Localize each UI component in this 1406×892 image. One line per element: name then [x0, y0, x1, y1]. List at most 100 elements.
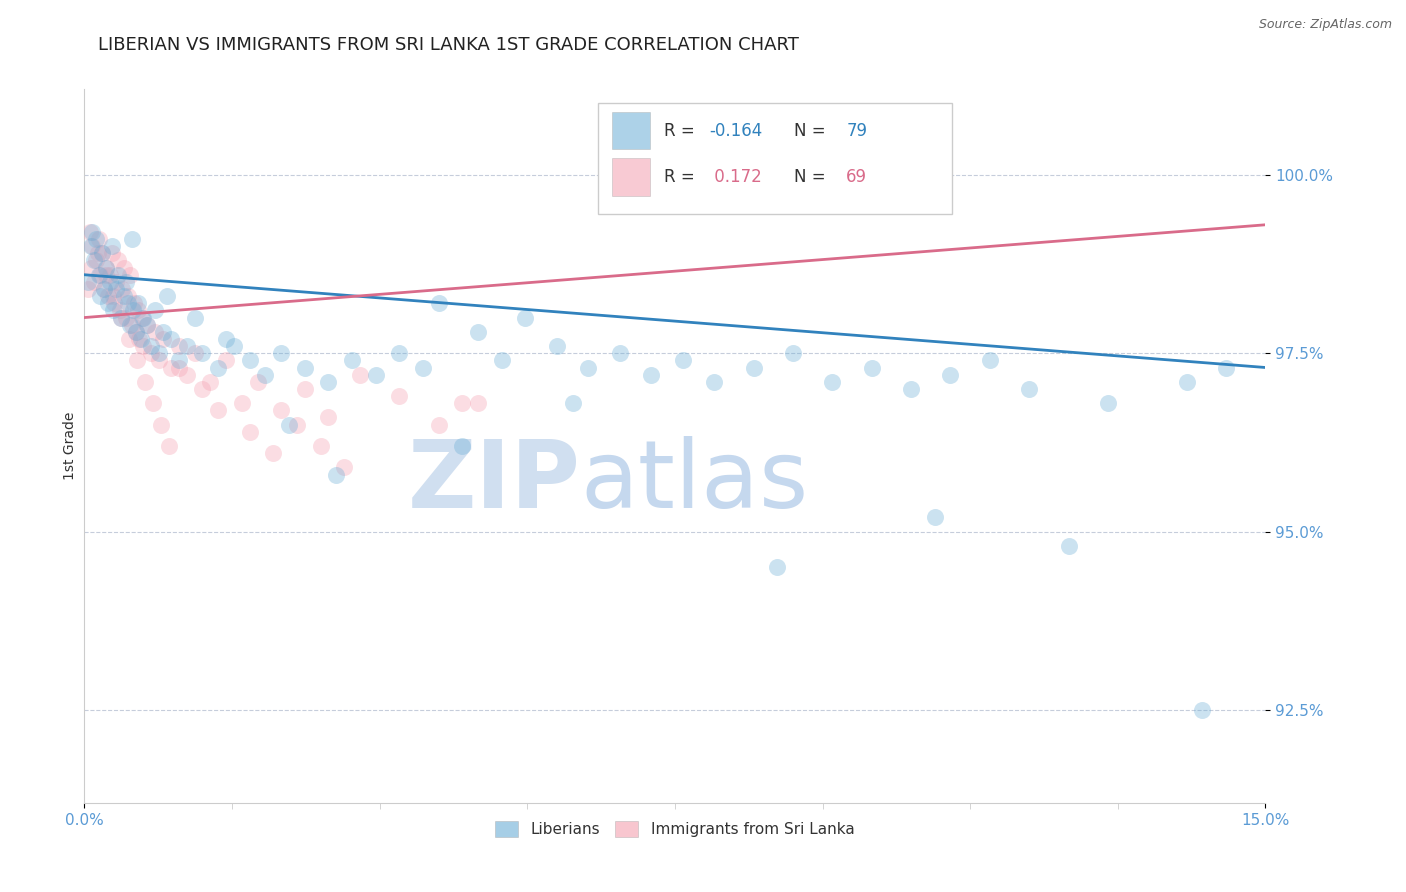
Point — [89, 268, 111, 282]
Point — [467, 396, 489, 410]
Point — [89, 289, 111, 303]
Point — [141, 339, 163, 353]
Point — [222, 339, 245, 353]
Point — [285, 417, 308, 432]
Point — [84, 253, 107, 268]
Point — [742, 360, 765, 375]
Point — [83, 275, 105, 289]
Point — [160, 332, 183, 346]
Point — [191, 382, 214, 396]
Point — [167, 339, 190, 353]
Point — [82, 225, 104, 239]
Text: -0.164: -0.164 — [709, 121, 762, 139]
Point — [1057, 539, 1080, 553]
Point — [278, 417, 301, 432]
Point — [364, 368, 387, 382]
Point — [104, 282, 127, 296]
Point — [148, 353, 170, 368]
Point — [136, 318, 159, 332]
Point — [270, 403, 292, 417]
FancyBboxPatch shape — [612, 112, 650, 149]
Point — [134, 375, 156, 389]
Text: 79: 79 — [846, 121, 868, 139]
Point — [183, 310, 205, 325]
Point — [200, 375, 222, 389]
Point — [127, 353, 149, 368]
Point — [136, 318, 159, 332]
Point — [82, 239, 104, 253]
Point — [215, 332, 238, 346]
Point — [110, 310, 132, 325]
Point — [546, 339, 568, 353]
Text: N =: N = — [794, 168, 831, 186]
Point — [270, 346, 292, 360]
Point — [318, 375, 340, 389]
Text: R =: R = — [664, 121, 700, 139]
Point — [609, 346, 631, 360]
Point — [167, 353, 190, 368]
Point — [325, 467, 347, 482]
Point — [427, 296, 450, 310]
Point — [388, 346, 411, 360]
Point — [79, 239, 101, 253]
Point — [672, 353, 695, 368]
Point — [148, 346, 170, 360]
Point — [143, 325, 166, 339]
Point — [122, 296, 145, 310]
Text: Source: ZipAtlas.com: Source: ZipAtlas.com — [1258, 18, 1392, 31]
Point — [207, 360, 229, 375]
Point — [107, 268, 129, 282]
FancyBboxPatch shape — [612, 159, 650, 195]
Point — [83, 253, 105, 268]
Point — [160, 360, 183, 375]
Point — [703, 375, 725, 389]
Point — [860, 360, 883, 375]
Point — [124, 325, 146, 339]
Point — [333, 460, 356, 475]
Point — [118, 268, 141, 282]
Point — [141, 346, 163, 360]
Point — [451, 396, 474, 410]
Point — [115, 275, 138, 289]
Point — [576, 360, 599, 375]
Point — [254, 368, 277, 382]
Point — [104, 275, 127, 289]
Point — [101, 303, 124, 318]
Point — [1175, 375, 1198, 389]
Point — [115, 310, 138, 325]
Point — [121, 318, 143, 332]
Point — [451, 439, 474, 453]
Point — [122, 303, 145, 318]
Point — [132, 339, 155, 353]
Point — [94, 268, 117, 282]
Point — [1097, 396, 1119, 410]
Point — [143, 303, 166, 318]
Point — [117, 296, 139, 310]
Point — [979, 353, 1001, 368]
Point — [1215, 360, 1237, 375]
FancyBboxPatch shape — [598, 103, 952, 214]
Point — [117, 289, 139, 303]
Point — [129, 332, 152, 346]
Text: R =: R = — [664, 168, 700, 186]
Text: atlas: atlas — [581, 435, 808, 528]
Point — [156, 289, 179, 303]
Point — [412, 360, 434, 375]
Point — [112, 289, 135, 303]
Point — [98, 268, 121, 282]
Point — [900, 382, 922, 396]
Point — [939, 368, 962, 382]
Point — [231, 396, 253, 410]
Point — [107, 253, 129, 268]
Point — [262, 446, 284, 460]
Text: ZIP: ZIP — [408, 435, 581, 528]
Point — [561, 396, 583, 410]
Text: N =: N = — [794, 121, 831, 139]
Point — [340, 353, 363, 368]
Point — [191, 346, 214, 360]
Point — [108, 303, 131, 318]
Point — [90, 246, 112, 260]
Point — [112, 260, 135, 275]
Point — [309, 439, 332, 453]
Point — [782, 346, 804, 360]
